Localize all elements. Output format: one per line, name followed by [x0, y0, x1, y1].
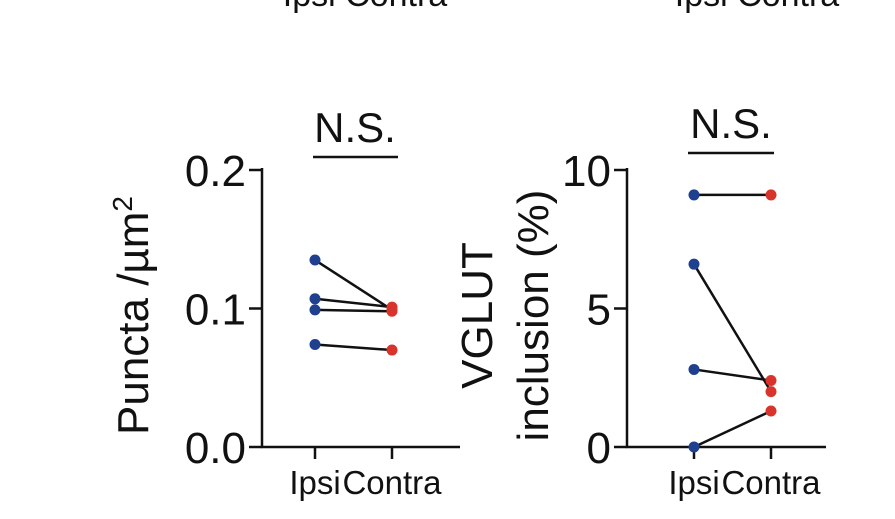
- x-tick-label: Ipsi: [289, 464, 340, 501]
- ipsi-point: [309, 304, 321, 316]
- ipsi-point: [309, 254, 321, 266]
- pair-line: [693, 368, 772, 382]
- contra-point: [765, 189, 777, 201]
- y-axis-label: Puncta /µm2: [107, 196, 158, 435]
- contra-point: [765, 405, 777, 417]
- pair-line: [314, 297, 393, 309]
- y-tick-label: 5: [587, 286, 611, 335]
- pair-line: [314, 258, 393, 311]
- significance-label: N.S.: [314, 104, 396, 151]
- y-axis-label-line2: inclusion (%): [509, 190, 558, 442]
- pair-line: [314, 308, 393, 313]
- y-axis-label: VGLUT: [453, 242, 502, 389]
- ipsi-point: [688, 363, 700, 375]
- pair-line: [693, 409, 772, 449]
- ipsi-point: [309, 293, 321, 305]
- contra-point: [386, 344, 398, 356]
- contra-point: [765, 386, 777, 398]
- contra-point: [765, 375, 777, 387]
- contra-point: [386, 305, 398, 317]
- x-tick-label: Ipsi: [668, 464, 719, 501]
- chart-puncta-density: 0.0 0.1 0.2 Ipsi Contra Puncta /µm2 N.S.: [107, 104, 460, 501]
- x-tick-label: Contra: [342, 464, 442, 501]
- ipsi-point: [688, 258, 700, 270]
- top-cut-label-left: Ipsi Contra: [283, 0, 447, 14]
- top-cut-label-right: Ipsi Contra: [675, 0, 839, 14]
- significance-label: N.S.: [690, 100, 772, 147]
- pair-line: [692, 263, 773, 393]
- ipsi-point: [309, 339, 321, 351]
- y-tick-label: 0: [587, 424, 611, 473]
- ipsi-point: [688, 189, 700, 201]
- y-tick-label: 10: [562, 147, 611, 196]
- chart-vglut-inclusion: 0 5 10 Ipsi Contra VGLUT inclusion (%) N.S.: [453, 100, 826, 501]
- y-tick-label: 0.1: [185, 286, 246, 335]
- pair-line: [314, 343, 393, 352]
- ipsi-point: [688, 441, 700, 453]
- y-tick-label: 0.2: [185, 147, 246, 196]
- x-tick-label: Contra: [721, 464, 821, 501]
- y-tick-label: 0.0: [185, 424, 246, 473]
